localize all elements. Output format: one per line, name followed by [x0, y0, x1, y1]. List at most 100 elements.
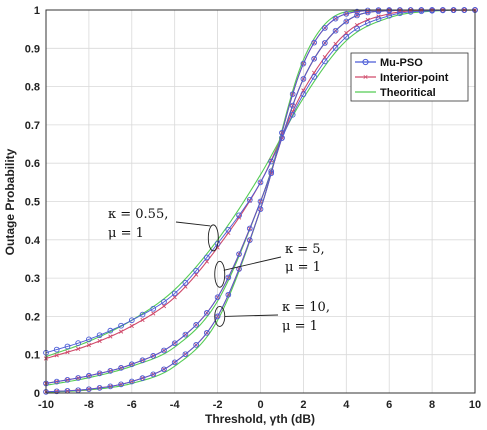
marker-mu-pso — [279, 129, 285, 136]
x-tick-label: 0 — [257, 399, 263, 411]
marker-mu-pso — [86, 336, 92, 343]
annotation-kappa-5-kappa: κ = 5, — [285, 242, 325, 257]
marker-interior-point — [76, 346, 81, 351]
marker-mu-pso — [354, 12, 360, 19]
legend: Mu-PSO × Interior-point Theoritical — [350, 52, 469, 102]
series-line-mu-pso-group-0 — [45, 9, 476, 354]
marker-mu-pso — [204, 254, 210, 261]
marker-mu-pso — [343, 33, 350, 40]
marker-mu-pso — [107, 368, 114, 374]
x-tick-label: -6 — [127, 399, 137, 411]
marker-mu-pso — [171, 290, 178, 297]
marker-mu-pso — [236, 251, 242, 258]
marker-interior-point — [322, 55, 327, 60]
plot-frame — [45, 9, 476, 394]
marker-mu-pso — [75, 375, 82, 381]
annotation-leader-line — [224, 314, 279, 317]
legend-label-mu-pso: Mu-PSO — [380, 57, 423, 69]
y-tick-label: 0.1 — [25, 350, 40, 362]
marker-mu-pso — [246, 225, 253, 232]
marker-mu-pso — [128, 378, 135, 385]
marker-mu-pso — [257, 206, 264, 213]
marker-mu-pso — [332, 45, 339, 51]
tick-labels: -10 -8 -6 -4 -2 0 2 4 6 8 10 0 0.1 0.2 0.3 0.4 0.5 0.6 0.7… — [25, 5, 481, 411]
x-tick-label: 2 — [300, 399, 306, 411]
x-tick-label: 6 — [386, 399, 392, 411]
marker-mu-pso — [53, 346, 60, 353]
marker-mu-pso — [246, 196, 253, 203]
marker-mu-pso — [311, 55, 317, 62]
x-tick-label: 8 — [429, 399, 435, 411]
annotation-kappa-5-mu: μ = 1 — [285, 260, 321, 275]
legend-label-theoretical: Theoritical — [380, 87, 436, 99]
marker-mu-pso — [107, 383, 114, 390]
marker-mu-pso — [300, 76, 307, 82]
marker-mu-pso — [193, 267, 200, 274]
marker-mu-pso — [96, 385, 103, 391]
marker-mu-pso — [182, 331, 189, 338]
marker-mu-pso — [225, 274, 232, 281]
marker-mu-pso — [86, 372, 92, 379]
marker-interior-point — [108, 334, 113, 339]
marker-mu-pso — [150, 371, 157, 378]
marker-mu-pso — [53, 378, 60, 385]
y-tick-label: 1 — [34, 5, 40, 17]
annotation-kappa-10-mu: μ = 1 — [282, 319, 318, 334]
y-tick-label: 0.9 — [25, 43, 40, 55]
marker-mu-pso — [161, 347, 167, 354]
marker-mu-pso — [128, 317, 135, 324]
marker-mu-pso — [161, 299, 167, 305]
x-tick-label: -10 — [38, 399, 54, 411]
marker-mu-pso — [257, 179, 264, 186]
marker-mu-pso — [354, 8, 360, 15]
marker-interior-point — [65, 350, 70, 355]
marker-interior-point — [183, 284, 188, 289]
marker-mu-pso — [332, 27, 339, 34]
annotation-kappa-055-kappa: κ = 0.55, — [108, 207, 168, 222]
marker-mu-pso — [53, 388, 60, 395]
marker-interior-point — [129, 323, 134, 329]
marker-interior-point — [194, 272, 199, 277]
marker-mu-pso — [161, 366, 167, 373]
marker-mu-pso — [204, 309, 210, 316]
annotation-kappa-5: κ = 5, μ = 1 — [285, 242, 325, 275]
annotation-kappa-10: κ = 10, μ = 1 — [282, 300, 330, 334]
marker-interior-point — [151, 311, 156, 316]
marker-mu-pso — [322, 25, 328, 31]
marker-mu-pso — [354, 25, 360, 32]
marker-interior-point — [140, 317, 145, 323]
marker-mu-pso — [107, 327, 114, 334]
marker-mu-pso — [375, 16, 382, 22]
marker-mu-pso — [289, 111, 296, 118]
marker-mu-pso — [118, 322, 124, 329]
marker-mu-pso — [343, 18, 350, 25]
marker-mu-pso — [171, 359, 178, 366]
marker-mu-pso — [322, 40, 328, 46]
x-tick-label: -8 — [84, 399, 94, 411]
annotation-markers — [175, 221, 282, 327]
marker-mu-pso — [311, 74, 317, 80]
marker-mu-pso — [246, 237, 253, 243]
marker-mu-pso — [182, 351, 189, 358]
marker-mu-pso — [214, 313, 221, 320]
marker-mu-pso — [182, 280, 189, 286]
marker-mu-pso — [289, 102, 296, 109]
legend-marker-interior-point: × — [363, 72, 368, 82]
marker-interior-point — [118, 329, 124, 334]
x-tick-label: -4 — [170, 399, 181, 411]
y-tick-label: 0.2 — [25, 311, 40, 323]
marker-interior-point — [344, 30, 349, 36]
annotation-ellipse — [207, 224, 219, 252]
marker-mu-pso — [64, 376, 71, 383]
marker-mu-pso — [139, 357, 146, 364]
marker-mu-pso — [139, 375, 146, 382]
annotation-kappa-055: κ = 0.55, μ = 1 — [108, 207, 168, 241]
y-tick-label: 0 — [34, 388, 40, 400]
marker-mu-pso — [204, 329, 210, 336]
marker-interior-point — [161, 304, 167, 309]
marker-mu-pso — [225, 291, 232, 298]
marker-mu-pso — [225, 226, 232, 233]
marker-mu-pso — [96, 332, 103, 339]
marker-mu-pso — [150, 305, 157, 312]
